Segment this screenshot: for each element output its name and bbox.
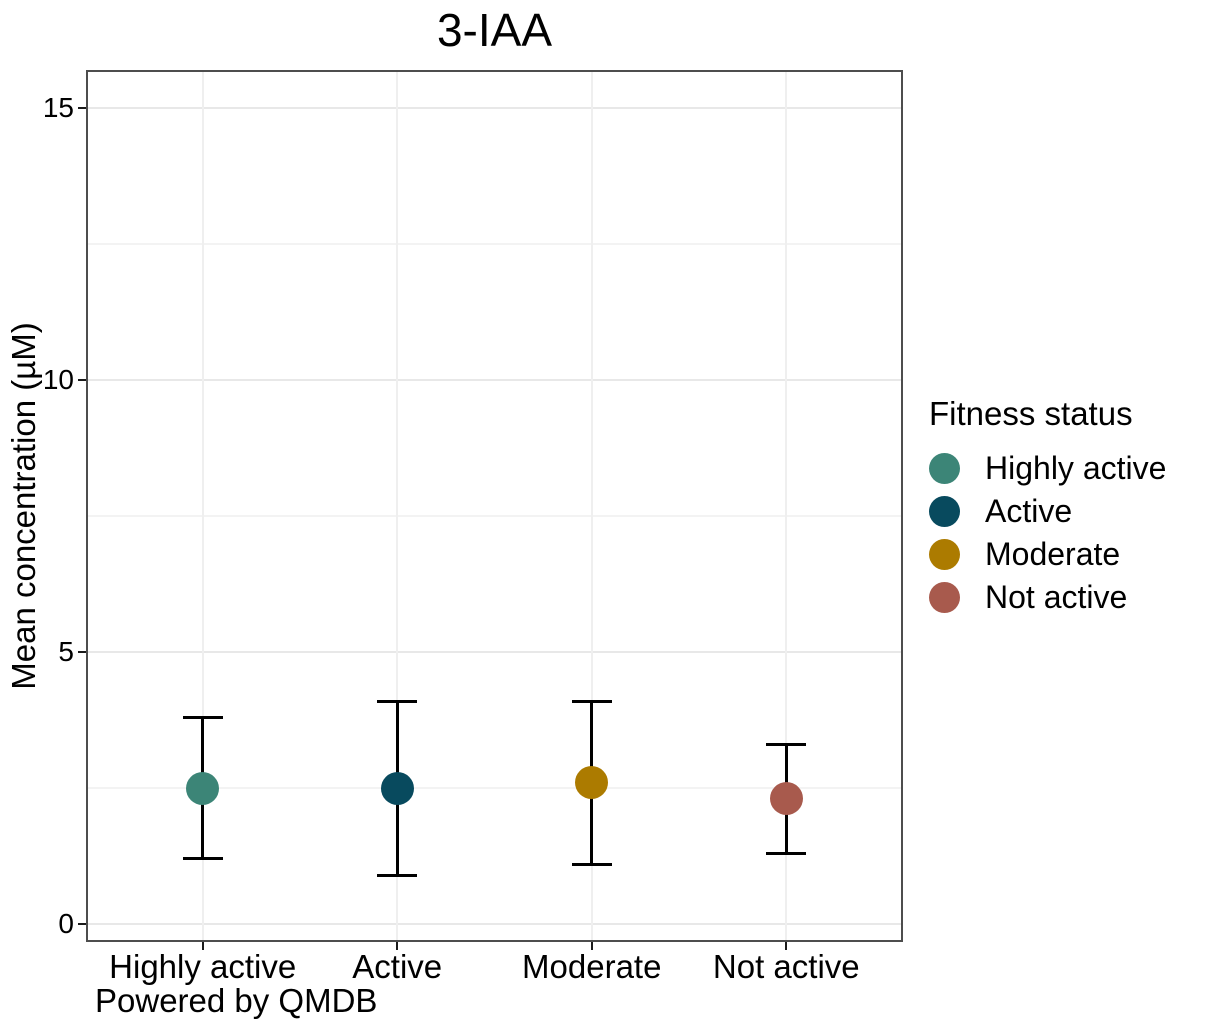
gridline-minor [86,243,903,245]
gridline-vertical [590,70,593,942]
error-bar-cap-top [182,715,223,719]
gridline-major [86,923,903,926]
error-bar-cap-bottom [571,862,612,866]
y-tick-label: 5 [58,636,74,668]
legend-items: Highly active Active Moderate Not active [929,447,1166,619]
y-tick-mark [78,107,86,110]
x-tick-mark [201,942,204,950]
legend-item: Highly active [929,447,1166,490]
error-bar-cap-bottom [766,851,807,855]
legend-item-label: Not active [985,579,1128,615]
y-tick-mark [78,923,86,926]
gridline-vertical [785,70,788,942]
error-bar-cap-bottom [377,873,418,877]
y-tick-label: 15 [42,92,74,124]
y-tick-mark [78,651,86,654]
chart-title: 3-IAA [436,4,553,56]
legend-item-label: Highly active [985,450,1167,486]
data-point [575,766,609,800]
error-bar-cap-top [766,743,807,747]
caption: Powered by QMDB [95,982,378,1019]
legend-item: Active [929,490,1166,533]
gridline-vertical [201,70,204,942]
data-point [380,771,414,805]
legend: Fitness status Highly active Active Modera… [929,395,1166,619]
gridline-vertical [396,70,399,942]
x-tick-label: Moderate [522,948,662,985]
y-tick-label: 10 [42,364,74,396]
legend-swatch [929,496,960,527]
legend-swatch [929,582,960,613]
error-bar-cap-bottom [182,857,223,861]
gridline-major [86,107,903,110]
data-point [769,782,803,816]
legend-swatch [929,453,960,484]
data-point [186,771,220,805]
plot-panel [86,70,903,942]
gridline-major [86,651,903,654]
gridline-minor [86,787,903,789]
legend-title: Fitness status [929,395,1133,432]
legend-swatch [929,539,960,570]
x-tick-mark [785,942,788,950]
legend-item: Not active [929,576,1166,619]
legend-item: Moderate [929,533,1166,576]
x-tick-label: Not active [712,948,860,985]
x-tick-mark [590,942,593,950]
x-tick-label: Highly active [109,948,297,985]
y-tick-label: 0 [58,908,74,940]
y-tick-mark [78,379,86,382]
error-bar-cap-top [377,699,418,703]
x-tick-mark [396,942,399,950]
error-bar-cap-top [571,699,612,703]
x-tick-label: Active [352,948,443,985]
legend-item-label: Moderate [985,536,1121,572]
gridline-major [86,379,903,382]
legend-item-label: Active [985,493,1073,529]
gridline-minor [86,515,903,517]
